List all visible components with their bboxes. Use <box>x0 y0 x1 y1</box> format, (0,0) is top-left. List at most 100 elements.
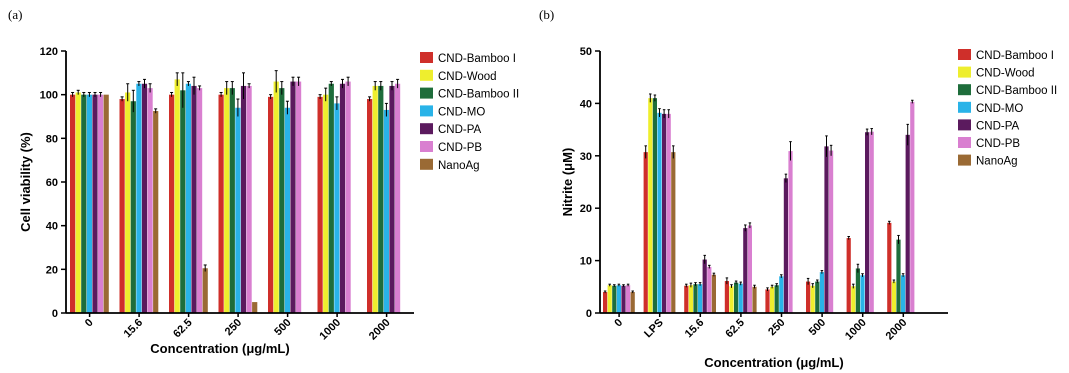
bar-cnd-pa-lps <box>662 114 666 313</box>
bar-cnd-pa-1000 <box>865 132 869 313</box>
x-tick-label: 0 <box>612 317 625 330</box>
bar-cnd-bamboo-i-500 <box>806 282 810 313</box>
y-tick-label: 40 <box>580 98 592 110</box>
bar-cnd-mo-500 <box>820 272 824 313</box>
bar-cnd-bamboo-i-1000 <box>847 238 851 313</box>
bar-cnd-bamboo-i-0 <box>70 95 75 313</box>
bar-cnd-bamboo-i-250 <box>219 95 224 313</box>
x-tick-label: 500 <box>807 317 828 338</box>
bar-cnd-pa-62-5 <box>743 228 747 313</box>
bar-cnd-bamboo-ii-500 <box>815 282 819 313</box>
legend-swatch-cnd-pb <box>958 137 971 148</box>
y-tick-label: 80 <box>46 133 58 145</box>
x-tick-label: 62.5 <box>171 317 195 341</box>
bar-nanoag-62-5 <box>752 287 756 313</box>
panel-a-y-axis-title: Cell viability (%) <box>18 132 33 232</box>
legend-label-cnd-mo: CND-MO <box>438 106 485 118</box>
y-tick-label: 0 <box>586 308 592 320</box>
y-tick-label: 50 <box>580 46 592 58</box>
bar-cnd-pb-1000 <box>870 132 874 313</box>
bar-cnd-pa-0 <box>621 286 625 313</box>
panel-a-label: (a) <box>8 7 22 22</box>
legend-label-cnd-bamboo-ii: CND-Bamboo II <box>976 85 1057 97</box>
panel-b-x-axis-title: Concentration (μg/mL) <box>704 355 843 370</box>
bar-cnd-bamboo-i-2000 <box>367 99 372 313</box>
bar-nanoag-62-5 <box>203 268 208 313</box>
bar-cnd-bamboo-ii-1000 <box>856 268 860 313</box>
legend-swatch-cnd-mo <box>420 105 433 116</box>
bar-cnd-pb-15-6 <box>707 267 711 313</box>
bar-cnd-mo-250 <box>235 108 240 313</box>
bar-cnd-bamboo-i-15-6 <box>120 99 125 313</box>
bar-cnd-bamboo-i-500 <box>268 97 273 313</box>
bar-cnd-mo-2000 <box>901 275 905 313</box>
bar-cnd-mo-2000 <box>384 110 389 313</box>
legend-label-cnd-pb: CND-PB <box>438 142 482 154</box>
legend-swatch-cnd-pa <box>958 119 971 130</box>
bar-cnd-mo-lps <box>657 113 661 313</box>
bar-cnd-pb-lps <box>667 114 671 313</box>
bar-cnd-wood-1000 <box>323 95 328 313</box>
bar-nanoag-lps <box>671 152 675 313</box>
legend-label-cnd-bamboo-i: CND-Bamboo I <box>438 53 516 65</box>
bar-cnd-wood-500 <box>811 286 815 313</box>
legend-swatch-cnd-pa <box>420 123 433 134</box>
bar-cnd-bamboo-ii-250 <box>230 88 235 313</box>
x-tick-label: 0 <box>83 317 96 330</box>
x-tick-label: 15.6 <box>683 317 707 341</box>
bar-cnd-wood-0 <box>76 92 81 313</box>
x-tick-label: 62.5 <box>723 317 747 341</box>
bar-nanoag-0 <box>104 95 109 313</box>
bar-nanoag-250 <box>252 302 257 313</box>
bar-cnd-mo-1000 <box>334 103 339 313</box>
x-tick-label: 15.6 <box>122 317 146 341</box>
bar-cnd-wood-0 <box>608 285 612 313</box>
x-tick-label: 2000 <box>367 317 393 343</box>
bar-cnd-bamboo-ii-15-6 <box>693 284 697 313</box>
bar-cnd-pb-500 <box>296 82 301 313</box>
bar-cnd-pb-62-5 <box>197 88 202 313</box>
bar-cnd-bamboo-ii-2000 <box>378 86 383 313</box>
x-tick-label: 250 <box>766 317 787 338</box>
legend-label-cnd-bamboo-i: CND-Bamboo I <box>976 50 1054 62</box>
legend-label-cnd-bamboo-ii: CND-Bamboo II <box>438 89 519 101</box>
legend-label-cnd-pb: CND-PB <box>976 138 1020 150</box>
bar-cnd-bamboo-ii-lps <box>653 98 657 313</box>
y-tick-label: 10 <box>580 256 592 268</box>
bar-cnd-wood-1000 <box>851 286 855 313</box>
bar-cnd-mo-0 <box>87 95 92 313</box>
legend-label-nanoag: NanoAg <box>438 160 480 172</box>
bar-cnd-wood-500 <box>274 82 279 313</box>
bar-nanoag-15-6 <box>712 275 716 313</box>
bar-cnd-pb-15-6 <box>148 88 153 313</box>
bar-cnd-wood-2000 <box>373 86 378 313</box>
bar-cnd-bamboo-ii-0 <box>81 95 86 313</box>
panel-a-bars <box>70 71 400 313</box>
bar-cnd-pb-2000 <box>395 84 400 313</box>
bar-cnd-bamboo-i-2000 <box>887 223 891 313</box>
legend-swatch-cnd-pb <box>420 141 433 152</box>
bar-cnd-pa-2000 <box>389 86 394 313</box>
legend-label-cnd-pa: CND-PA <box>976 120 1020 132</box>
legend-swatch-cnd-mo <box>958 102 971 113</box>
panel-a-chart: 0 20 40 60 80 100 120 0 15.6 62.5 250 500 1000 2000 C… <box>18 46 519 356</box>
bar-cnd-bamboo-ii-0 <box>612 286 616 313</box>
panel-b-legend: CND-Bamboo I CND-Wood CND-Bamboo II CND-MO C… <box>958 49 1057 168</box>
bar-cnd-pa-15-6 <box>142 84 147 313</box>
panel-a-legend: CND-Bamboo I CND-Wood CND-Bamboo II CND-MO C… <box>420 52 519 172</box>
y-tick-label: 40 <box>46 221 58 233</box>
bar-cnd-pa-1000 <box>340 84 345 313</box>
bar-cnd-wood-250 <box>224 88 229 313</box>
bar-cnd-pb-2000 <box>910 102 914 313</box>
legend-swatch-cnd-wood <box>958 67 971 78</box>
bar-cnd-pa-0 <box>92 95 97 313</box>
x-tick-label: 1000 <box>317 317 343 343</box>
bar-cnd-pb-250 <box>247 86 252 313</box>
bar-cnd-pb-250 <box>788 151 792 313</box>
bar-cnd-wood-62-5 <box>175 79 180 313</box>
x-tick-label: 250 <box>223 317 244 338</box>
legend-swatch-cnd-bamboo-ii <box>958 84 971 95</box>
bar-cnd-mo-1000 <box>860 275 864 313</box>
bar-cnd-pa-2000 <box>906 135 910 313</box>
